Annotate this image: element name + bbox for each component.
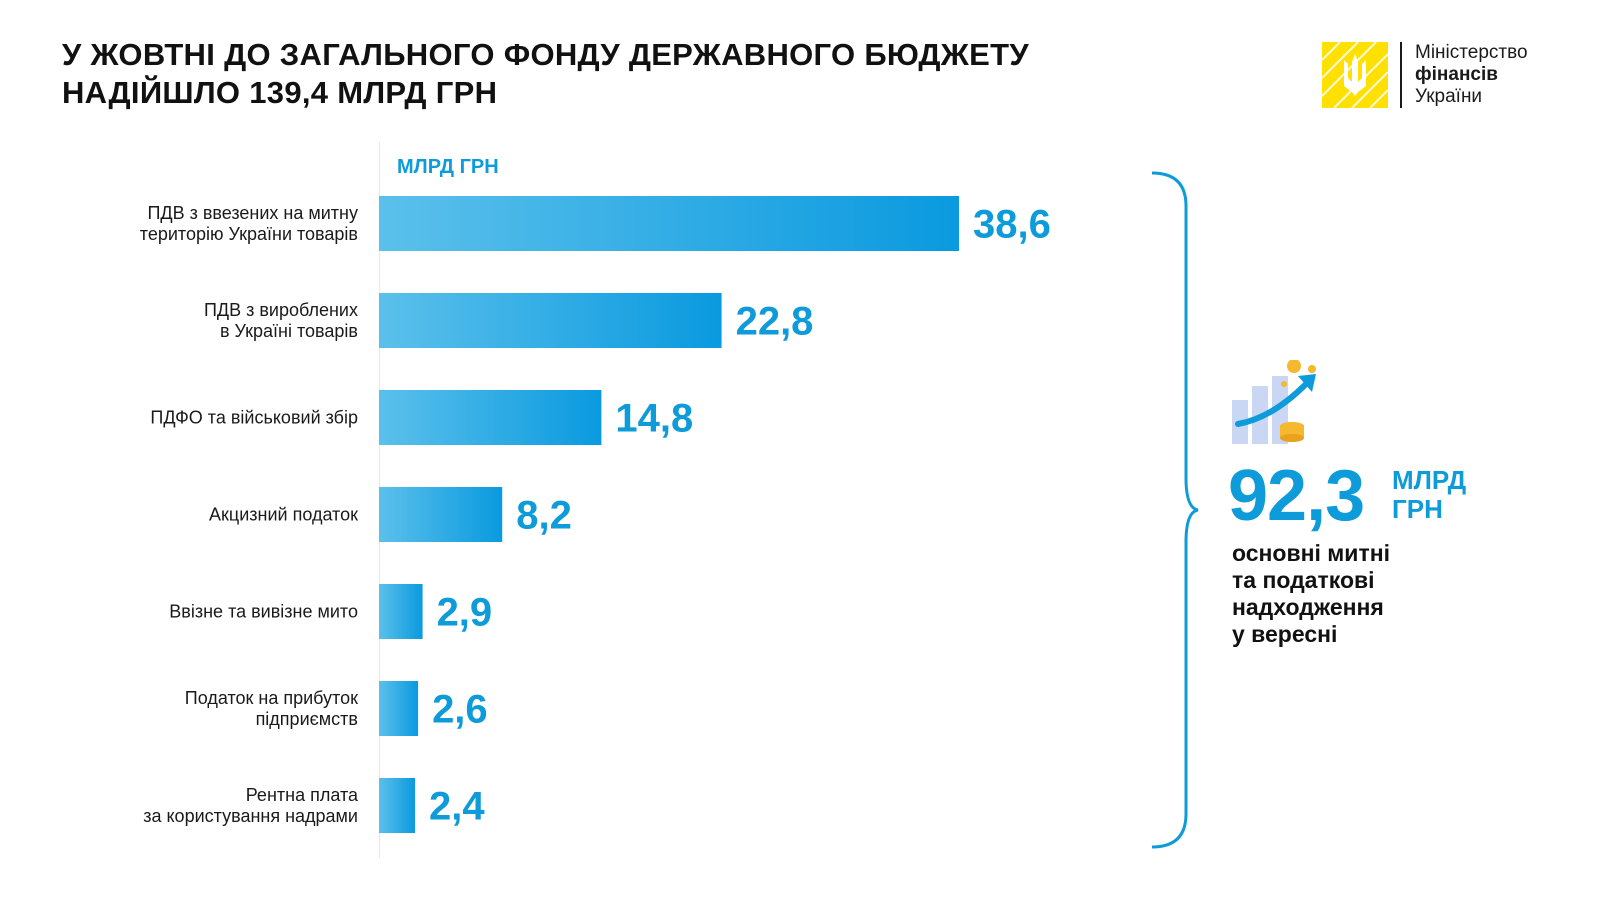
category-label-line: підприємств — [256, 709, 358, 729]
bar-value-label-4: 2,9 — [437, 591, 493, 635]
category-label-0: ПДВ з ввезених на митну територію України… — [140, 203, 358, 244]
category-label-1: ПДВ з вироблених в Україні товарів — [204, 300, 358, 341]
category-label-line: ПДФО та військовий збір — [150, 408, 358, 428]
bar-3 — [379, 487, 503, 542]
bar-value-label-3: 8,2 — [516, 494, 572, 538]
bar-5 — [379, 681, 419, 736]
category-label-line: Рентна плата — [246, 785, 359, 805]
summary-description-line-4: у вересні — [1232, 621, 1338, 647]
ministry-logo: Міністерство фінансів України — [1322, 42, 1562, 110]
page-title: У ЖОВТНІ ДО ЗАГАЛЬНОГО ФОНДУ ДЕРЖАВНОГО … — [62, 36, 1212, 112]
bar-value-label-2: 14,8 — [615, 397, 693, 441]
category-label-line: ПДВ з вироблених — [204, 300, 358, 320]
category-label-3: Акцизний податок — [209, 505, 358, 525]
category-label-4: Ввізне та вивізне мито — [169, 602, 358, 622]
curly-brace — [1151, 171, 1199, 849]
chart-unit-label: МЛРД ГРН — [397, 156, 499, 178]
growth-chart-coins-icon — [1232, 360, 1316, 444]
category-label-line: ПДВ з ввезених на митну — [147, 203, 358, 223]
category-label-2: ПДФО та військовий збір — [150, 408, 358, 428]
category-label-line: Ввізне та вивізне мито — [169, 602, 358, 622]
category-label-line: Податок на прибуток — [185, 688, 358, 708]
logo-text: Міністерство фінансів України — [1415, 42, 1528, 108]
category-label-line: в Україні товарів — [220, 321, 358, 341]
logo-text-line-1: Міністерство — [1415, 42, 1528, 63]
category-label-6: Рентна плата за користування надрами — [143, 785, 359, 826]
trident-logo-icon — [1322, 42, 1388, 108]
summary-description: основні митні та податкові надходження у… — [1232, 540, 1492, 648]
bar-chart: 38,6 ПДВ з ввезених на митну територію Укр… — [140, 196, 1051, 833]
logo-text-line-2: фінансів — [1415, 64, 1498, 85]
bar-1 — [379, 293, 722, 348]
summary-description-line-2: та податкові — [1232, 567, 1375, 593]
title-line-1: У ЖОВТНІ ДО ЗАГАЛЬНОГО ФОНДУ ДЕРЖАВНОГО … — [62, 37, 1029, 72]
summary-value: 92,3 — [1228, 456, 1365, 536]
summary-description-line-3: надходження — [1232, 594, 1384, 620]
category-label-line: територію України товарів — [140, 224, 358, 244]
bar-value-label-5: 2,6 — [432, 688, 488, 732]
logo-text-line-3: України — [1415, 86, 1483, 107]
logo-divider — [1400, 42, 1402, 108]
bar-4 — [379, 584, 423, 639]
title-line-2: НАДІЙШЛО 139,4 МЛРД ГРН — [62, 75, 498, 110]
bar-2 — [379, 390, 602, 445]
bar-value-label-0: 38,6 — [973, 203, 1051, 247]
bar-0 — [379, 196, 959, 251]
category-label-5: Податок на прибуток підприємств — [185, 688, 358, 729]
category-label-line: за користування надрами — [143, 806, 358, 826]
bar-6 — [379, 778, 416, 833]
bars-group: 38,6 ПДВ з ввезених на митну територію Укр… — [140, 196, 1051, 833]
bar-value-label-6: 2,4 — [429, 785, 485, 829]
category-label-line: Акцизний податок — [209, 505, 358, 525]
summary-unit: МЛРД ГРН — [1392, 465, 1467, 524]
summary-description-line-1: основні митні — [1232, 540, 1390, 566]
bar-value-label-1: 22,8 — [736, 300, 814, 344]
